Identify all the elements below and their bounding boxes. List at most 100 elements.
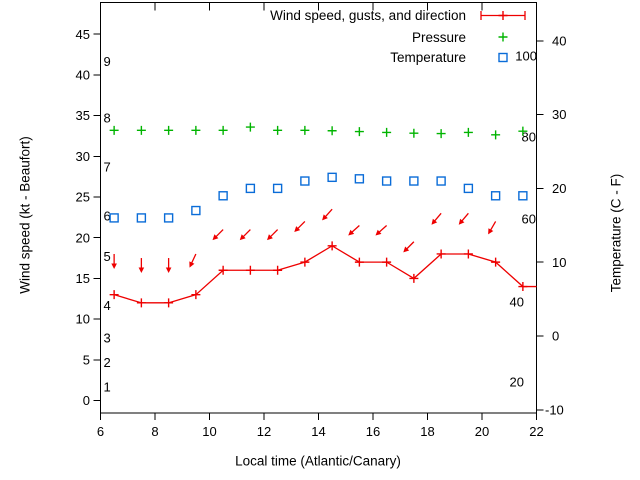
inner-right-scale-label: 40 xyxy=(510,295,524,310)
pressure-point xyxy=(518,126,528,136)
x-tick-label: 20 xyxy=(475,424,489,439)
y-axis-right-title: Temperature (C - F) xyxy=(608,173,624,293)
beaufort-scale-label: 6 xyxy=(104,208,111,223)
gust-direction-arrow-head xyxy=(294,226,301,233)
gust-direction-arrow-head xyxy=(488,228,494,235)
legend-pressure-sample-marker xyxy=(498,32,508,42)
temperature-point xyxy=(490,191,501,201)
beaufort-scale-label: 4 xyxy=(104,298,111,313)
gust-direction-arrow-head xyxy=(403,246,410,253)
temperature-point xyxy=(163,213,174,223)
beaufort-scale-label: 8 xyxy=(104,111,111,126)
gust-direction-arrow-head xyxy=(348,229,355,236)
pressure-point xyxy=(300,125,310,135)
x-tick-label: 8 xyxy=(151,424,158,439)
legend-temperature-sample-marker xyxy=(498,52,508,63)
wind-speed-marker xyxy=(109,290,119,300)
beaufort-scale-label: 2 xyxy=(104,355,111,370)
wind-speed-marker xyxy=(218,265,228,275)
temperature-point xyxy=(463,183,474,194)
temperature-point xyxy=(381,176,392,186)
pressure-point xyxy=(191,125,201,135)
temperature-point xyxy=(272,183,283,194)
inner-right-scale-label: 80 xyxy=(522,130,536,145)
y-right-tick-label: 10 xyxy=(552,255,566,270)
y-right-tick-label: 0 xyxy=(552,329,559,344)
wind-speed-marker xyxy=(273,265,283,275)
wind-speed-marker xyxy=(191,290,201,300)
gust-direction-arrow-head xyxy=(458,218,465,225)
beaufort-scale-label: 7 xyxy=(104,160,111,175)
pressure-point xyxy=(245,122,255,132)
y-left-tick-label: 20 xyxy=(76,230,90,245)
y-left-tick-label: 5 xyxy=(83,352,90,367)
inner-right-scale-label: 60 xyxy=(522,212,536,227)
beaufort-scale-label: 3 xyxy=(104,331,111,346)
temperature-point xyxy=(409,176,419,186)
y-left-tick-label: 45 xyxy=(76,27,90,42)
wind-speed-line xyxy=(113,245,537,304)
y-right-tick-label: -10 xyxy=(545,402,564,417)
inner-right-scale-label: 100 xyxy=(515,49,537,64)
y-right-tick-label: 20 xyxy=(552,181,566,196)
wind-speed-marker xyxy=(164,298,174,308)
temperature-point xyxy=(218,191,228,201)
temperature-point xyxy=(518,191,528,201)
wind-speed-marker xyxy=(300,257,310,267)
wind-speed-marker xyxy=(354,257,364,267)
gust-direction-arrow-head xyxy=(212,234,219,241)
temperature-point xyxy=(109,213,119,223)
y-left-tick-label: 10 xyxy=(76,312,90,327)
gust-direction-arrow-head xyxy=(267,234,273,241)
wind-speed-marker xyxy=(382,257,392,267)
x-tick-label: 18 xyxy=(420,424,434,439)
x-tick-label: 16 xyxy=(366,424,380,439)
wind-speed-marker xyxy=(409,273,419,283)
x-tick-label: 6 xyxy=(97,424,104,439)
pressure-point xyxy=(164,125,174,135)
x-tick-label: 12 xyxy=(257,424,271,439)
wind-speed-marker xyxy=(327,241,337,251)
legend-wind-sample-marker xyxy=(498,11,508,20)
temperature-point xyxy=(191,205,201,216)
temperature-point xyxy=(300,176,310,186)
x-axis-title: Local time (Atlantic/Canary) xyxy=(235,453,401,469)
wind-speed-marker xyxy=(463,249,473,259)
y-axis-left-title: Wind speed (kt - Beaufort) xyxy=(17,136,33,294)
y-right-tick-label: 40 xyxy=(552,33,566,48)
pressure-point xyxy=(109,125,119,135)
gust-direction-arrow-head xyxy=(111,263,117,269)
wind-speed-marker xyxy=(245,265,255,275)
legend-label-wind: Wind speed, gusts, and direction xyxy=(270,8,466,23)
pressure-point xyxy=(354,127,364,137)
beaufort-scale-label: 9 xyxy=(104,54,111,69)
pressure-point xyxy=(327,126,337,136)
legend-label-temperature: Temperature xyxy=(390,50,466,65)
temperature-point xyxy=(327,172,337,183)
pressure-point xyxy=(436,129,446,139)
wind-speed-marker xyxy=(136,298,146,308)
y-left-tick-label: 30 xyxy=(76,149,90,164)
temperature-point xyxy=(245,183,256,194)
beaufort-scale-label: 1 xyxy=(104,379,111,394)
x-tick-label: 22 xyxy=(529,424,543,439)
pressure-point xyxy=(463,127,473,137)
gust-direction-arrow-head xyxy=(375,229,382,236)
gust-direction-arrow-head xyxy=(322,214,328,221)
wind-speed-marker xyxy=(491,257,501,267)
y-left-tick-label: 15 xyxy=(76,271,90,286)
pressure-point xyxy=(273,125,283,135)
pressure-point xyxy=(382,127,392,137)
x-tick-label: 10 xyxy=(202,424,216,439)
wind-speed-marker xyxy=(518,282,528,292)
inner-right-scale-label: 20 xyxy=(510,375,524,390)
pressure-point xyxy=(218,125,228,135)
gust-direction-arrow-head xyxy=(189,261,195,268)
plot-border xyxy=(100,2,537,414)
y-left-tick-label: 25 xyxy=(76,190,90,205)
pressure-point xyxy=(136,125,146,135)
y-left-tick-label: 40 xyxy=(76,68,90,83)
gust-direction-arrow-head xyxy=(165,267,172,274)
